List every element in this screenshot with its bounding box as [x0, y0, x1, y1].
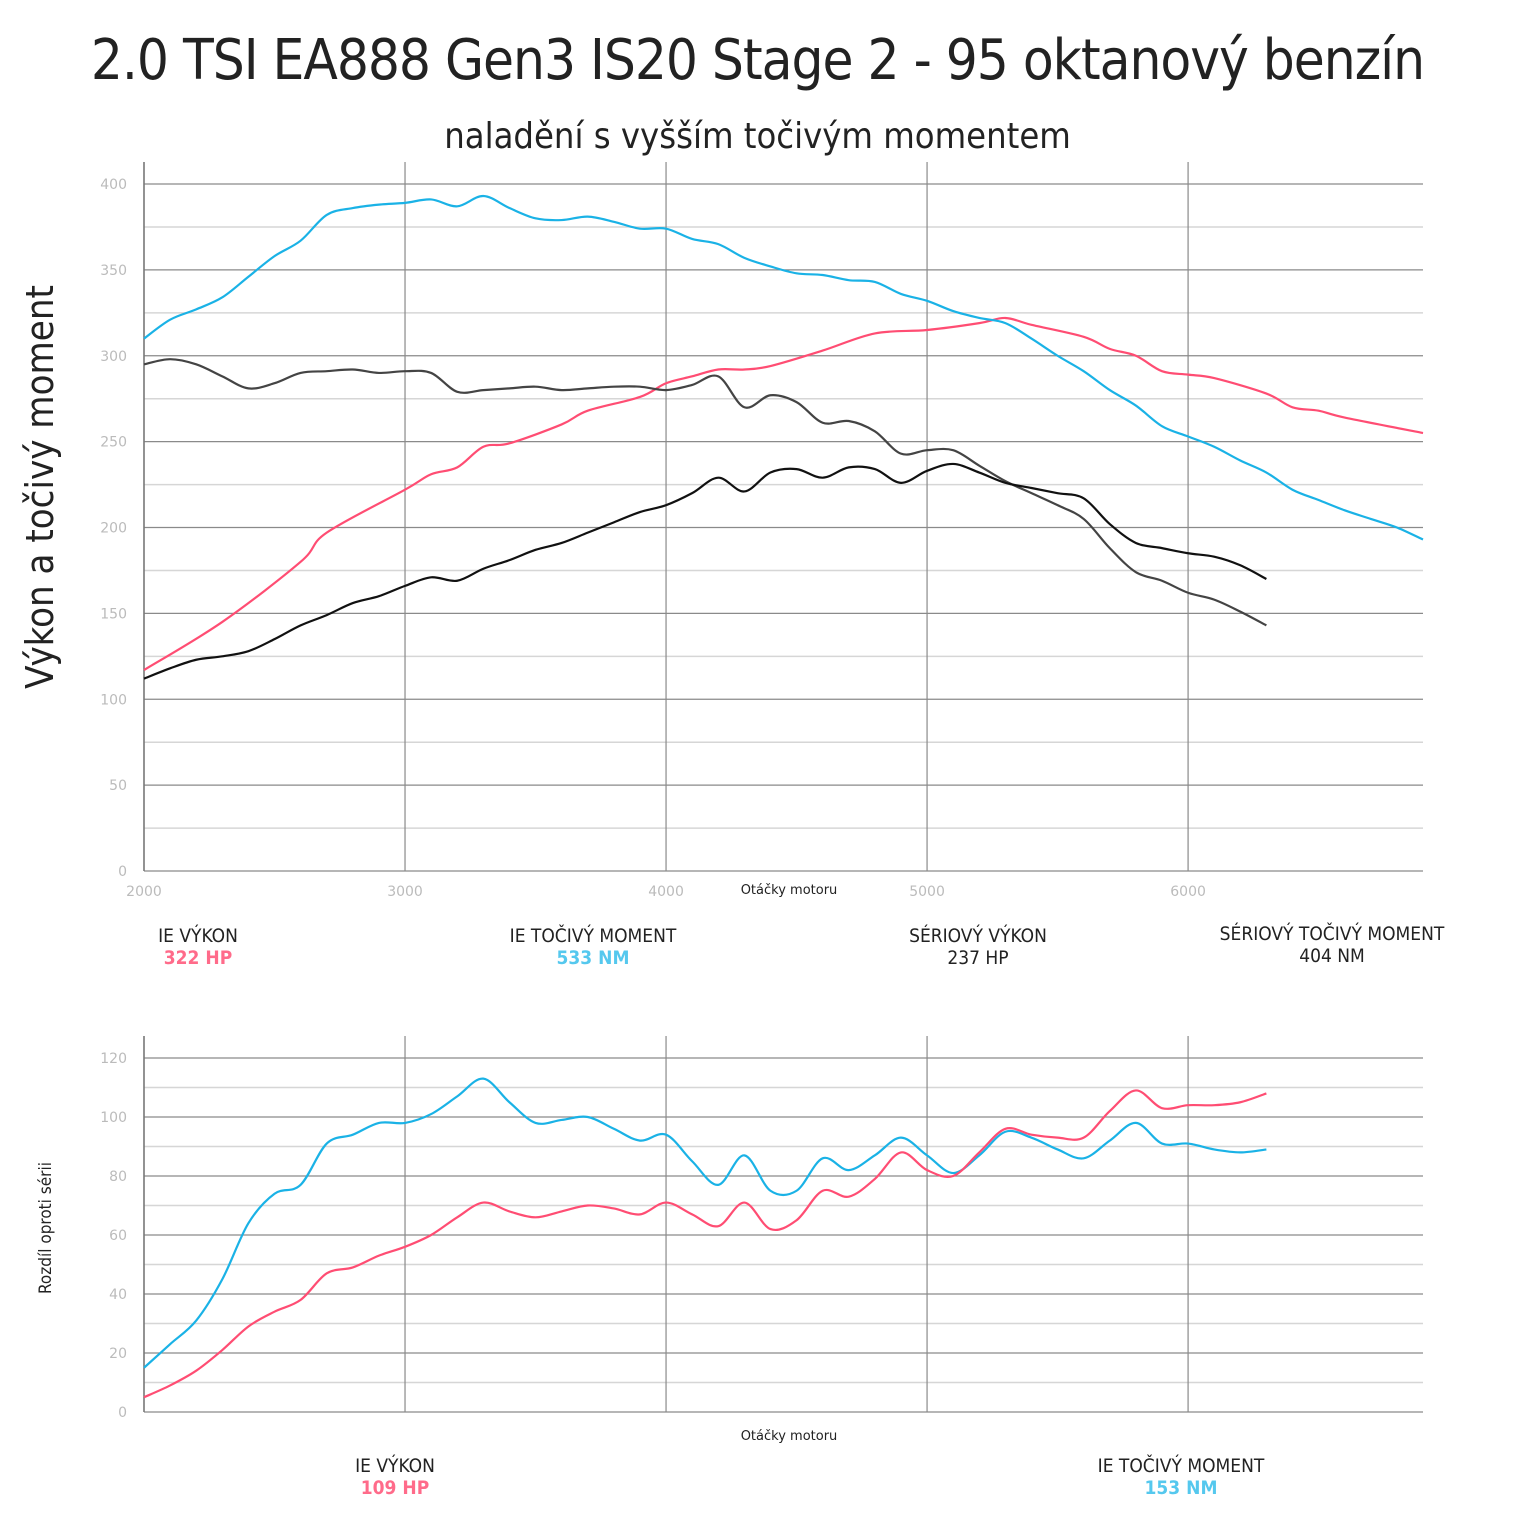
legend-label: IE VÝKON [355, 1455, 435, 1477]
legend-ie-power: IE VÝKON 322 HP [48, 925, 348, 969]
x-axis-label: Otáčky motoru [741, 883, 838, 898]
y-tick-label: 200 [100, 521, 127, 537]
y-tick-label: 0 [118, 1405, 127, 1421]
legend-label: IE TOČIVÝ MOMENT [1097, 1455, 1265, 1477]
y-tick-label: 20 [109, 1346, 127, 1362]
y-tick-label: 0 [118, 864, 127, 880]
x-tick-label: 2000 [126, 884, 162, 900]
series-line-ie-v-kon-rozd-l [143, 1089, 1267, 1399]
legend-label: IE VÝKON [158, 925, 238, 947]
x-axis-label: Otáčky motoru [741, 1429, 838, 1444]
y-tick-label: 300 [100, 349, 127, 365]
y-tick-label: 40 [109, 1287, 127, 1303]
x-tick-label: 4000 [648, 884, 684, 900]
y-tick-label: 80 [109, 1169, 127, 1185]
series-line-ie-to-iv-moment-rozd-l [143, 1077, 1267, 1369]
x-tick-label: 5000 [909, 884, 945, 900]
y-tick-label: 60 [109, 1228, 127, 1244]
y-tick-label: 50 [109, 778, 127, 794]
series-line-s-riov-to-iv-moment [143, 358, 1267, 627]
chart-subtitle: naladění s vyšším točivým momentem [444, 116, 1071, 157]
y-tick-label: 100 [100, 1110, 127, 1126]
legend-value: 237 HP [947, 947, 1009, 969]
chart-title: 2.0 TSI EA888 Gen3 IS20 Stage 2 - 95 okt… [90, 28, 1425, 93]
legend-value: 404 NM [1299, 945, 1365, 967]
y-tick-label: 120 [100, 1051, 127, 1067]
legend-value: 109 HP [360, 1477, 430, 1499]
legend-diff-power: IE VÝKON 109 HP [245, 1455, 545, 1499]
y-tick-label: 400 [100, 177, 127, 193]
y-tick-label: 250 [100, 435, 127, 451]
legend-stock-power: SÉRIOVÝ VÝKON 237 HP [828, 925, 1128, 969]
x-tick-label: 3000 [387, 884, 423, 900]
series-line-s-riov-v-kon [143, 462, 1267, 680]
legend-stock-torque: SÉRIOVÝ TOČIVÝ MOMENT 404 NM [1182, 923, 1482, 967]
y-tick-label: 150 [100, 606, 127, 622]
x-tick-label: 6000 [1170, 884, 1206, 900]
legend-value: 533 NM [556, 947, 630, 969]
legend-ie-torque: IE TOČIVÝ MOMENT 533 NM [443, 925, 743, 969]
y-tick-label: 100 [100, 692, 127, 708]
legend-diff-torque: IE TOČIVÝ MOMENT 153 NM [1031, 1455, 1331, 1499]
series-line-ie-to-iv-moment [143, 194, 1424, 541]
y-tick-label: 350 [100, 263, 127, 279]
legend-label: SÉRIOVÝ TOČIVÝ MOMENT [1219, 923, 1445, 945]
legend-value: 322 HP [163, 947, 233, 969]
legend-value: 153 NM [1144, 1477, 1218, 1499]
legend-label: SÉRIOVÝ VÝKON [909, 925, 1047, 947]
legend-label: IE TOČIVÝ MOMENT [509, 925, 677, 947]
series-line-ie-v-kon [143, 316, 1424, 671]
